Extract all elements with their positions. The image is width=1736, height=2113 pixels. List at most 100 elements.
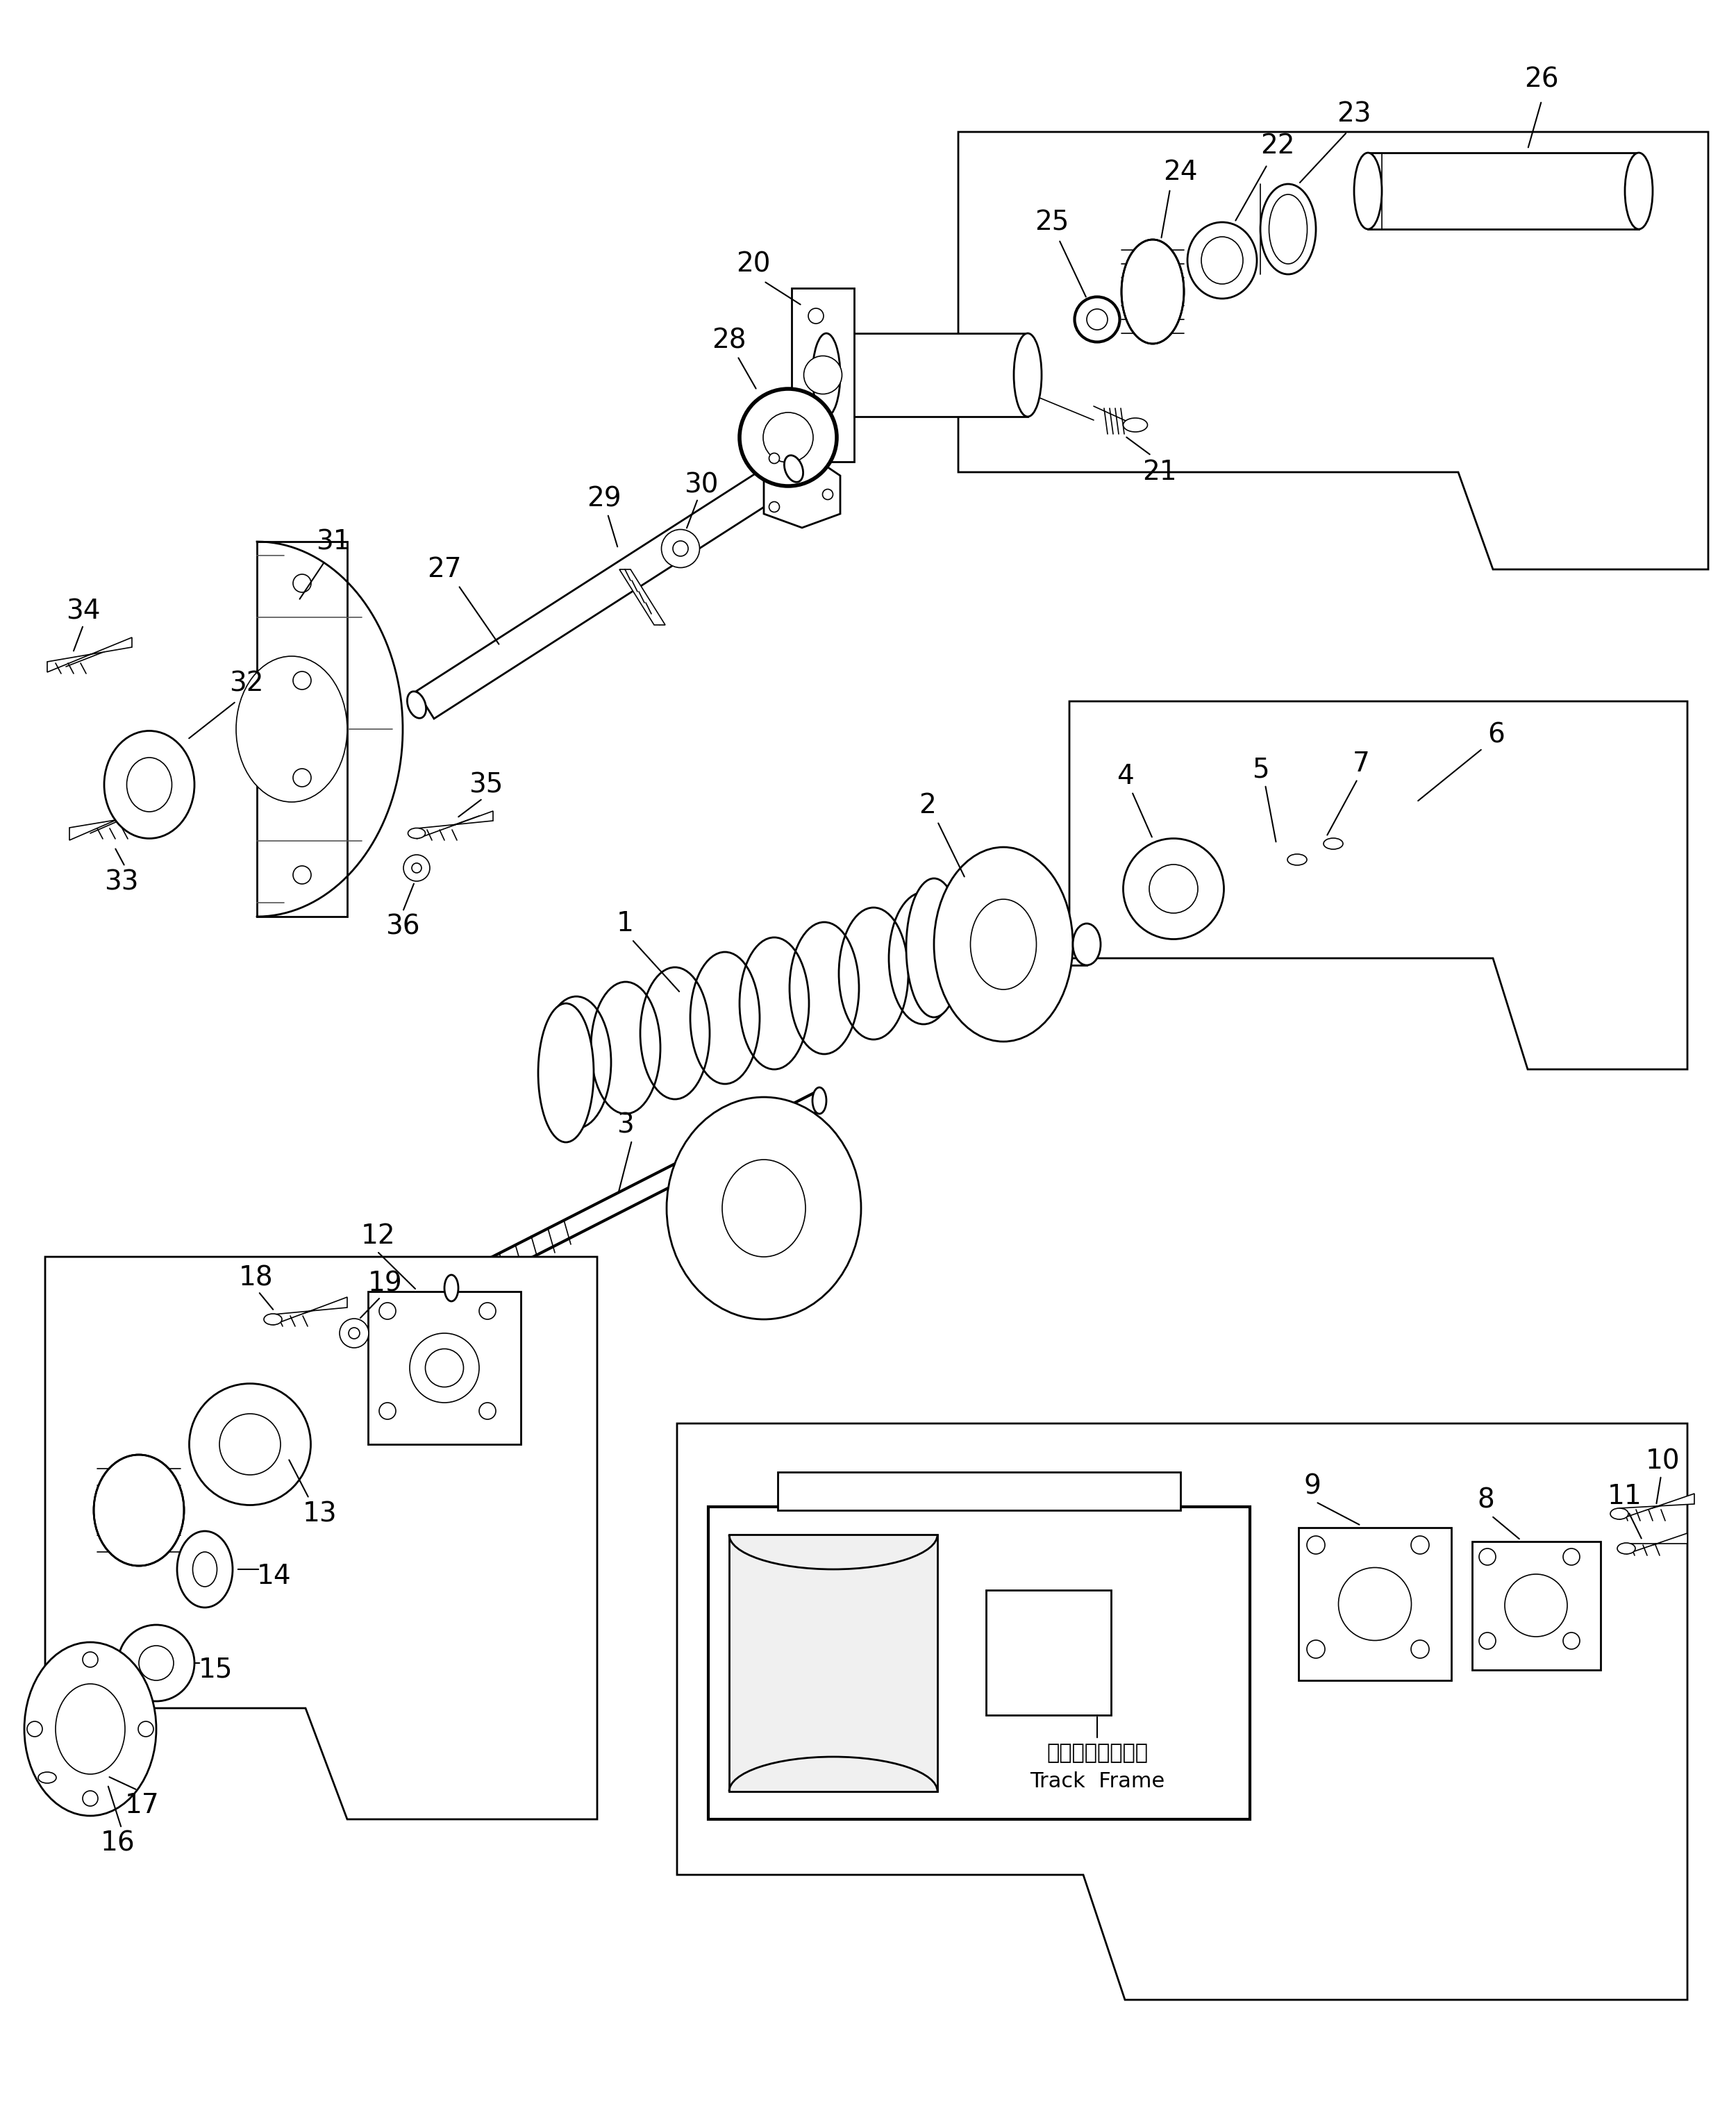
- Text: 16: 16: [101, 1830, 135, 1857]
- Ellipse shape: [83, 1792, 97, 1807]
- Ellipse shape: [769, 452, 779, 463]
- Ellipse shape: [1123, 839, 1224, 938]
- Ellipse shape: [764, 412, 812, 463]
- Ellipse shape: [349, 1327, 359, 1340]
- Ellipse shape: [378, 1403, 396, 1420]
- Ellipse shape: [769, 501, 779, 511]
- Ellipse shape: [740, 389, 837, 486]
- Ellipse shape: [812, 334, 840, 416]
- Bar: [986, 1591, 1111, 1716]
- Ellipse shape: [1625, 152, 1653, 228]
- Ellipse shape: [1123, 418, 1147, 431]
- Ellipse shape: [785, 454, 804, 482]
- Ellipse shape: [1323, 839, 1344, 849]
- Ellipse shape: [408, 828, 425, 839]
- Text: 19: 19: [368, 1270, 403, 1297]
- Text: 10: 10: [1646, 1450, 1680, 1475]
- Bar: [368, 1291, 521, 1445]
- Ellipse shape: [104, 731, 194, 839]
- Polygon shape: [417, 811, 493, 839]
- Ellipse shape: [667, 1097, 861, 1319]
- Bar: [729, 1534, 937, 1792]
- Text: 6: 6: [1488, 721, 1505, 748]
- Bar: [1472, 1542, 1601, 1669]
- Text: 11: 11: [1608, 1483, 1642, 1509]
- Ellipse shape: [661, 530, 700, 568]
- Ellipse shape: [408, 691, 425, 718]
- Polygon shape: [792, 287, 854, 463]
- Ellipse shape: [28, 1722, 42, 1737]
- Bar: [778, 1473, 1180, 1511]
- Ellipse shape: [1187, 222, 1257, 298]
- Text: 36: 36: [385, 913, 420, 940]
- Ellipse shape: [1288, 854, 1307, 864]
- Ellipse shape: [1121, 239, 1184, 344]
- Ellipse shape: [1479, 1549, 1496, 1566]
- Ellipse shape: [264, 1314, 281, 1325]
- Ellipse shape: [1618, 1542, 1635, 1553]
- Ellipse shape: [236, 657, 347, 803]
- Ellipse shape: [479, 1302, 496, 1319]
- Ellipse shape: [722, 1160, 806, 1257]
- Ellipse shape: [219, 1414, 281, 1475]
- Ellipse shape: [809, 418, 823, 435]
- Polygon shape: [677, 1424, 1687, 1999]
- Ellipse shape: [444, 1274, 458, 1302]
- Text: 7: 7: [1352, 750, 1370, 778]
- Ellipse shape: [38, 1773, 56, 1783]
- Ellipse shape: [1149, 864, 1198, 913]
- Ellipse shape: [410, 1333, 479, 1403]
- Ellipse shape: [118, 1625, 194, 1701]
- Ellipse shape: [1505, 1574, 1568, 1638]
- Bar: [826, 334, 1028, 416]
- Ellipse shape: [1354, 152, 1382, 228]
- Ellipse shape: [378, 1302, 396, 1319]
- Text: 15: 15: [198, 1657, 233, 1684]
- Ellipse shape: [1562, 1633, 1580, 1648]
- Ellipse shape: [1087, 308, 1108, 330]
- Text: 32: 32: [229, 670, 264, 697]
- Ellipse shape: [24, 1642, 156, 1815]
- Text: 22: 22: [1260, 133, 1295, 158]
- Bar: [708, 1507, 1250, 1819]
- Ellipse shape: [823, 490, 833, 499]
- Ellipse shape: [411, 862, 422, 873]
- Text: 5: 5: [1252, 756, 1269, 782]
- Polygon shape: [1333, 805, 1437, 849]
- Bar: [1368, 152, 1639, 228]
- Ellipse shape: [293, 866, 311, 883]
- Polygon shape: [69, 805, 153, 841]
- Ellipse shape: [1014, 334, 1042, 416]
- Text: Track  Frame: Track Frame: [1029, 1771, 1165, 1792]
- Bar: [1003, 923, 1087, 966]
- Text: 2: 2: [918, 792, 936, 818]
- Polygon shape: [47, 638, 132, 672]
- Ellipse shape: [804, 355, 842, 393]
- Polygon shape: [958, 131, 1708, 568]
- Text: 31: 31: [316, 528, 351, 556]
- Text: 14: 14: [257, 1564, 292, 1589]
- Ellipse shape: [809, 308, 823, 323]
- Ellipse shape: [1073, 923, 1101, 966]
- Text: 8: 8: [1477, 1488, 1495, 1513]
- Ellipse shape: [1269, 194, 1307, 264]
- Ellipse shape: [403, 856, 431, 881]
- Ellipse shape: [94, 1454, 184, 1566]
- Polygon shape: [273, 1297, 347, 1325]
- Ellipse shape: [425, 1348, 464, 1386]
- Text: 28: 28: [712, 328, 746, 353]
- Text: 29: 29: [587, 486, 621, 511]
- Text: 35: 35: [469, 771, 503, 799]
- Ellipse shape: [809, 363, 823, 378]
- Bar: [1299, 1528, 1451, 1680]
- Polygon shape: [47, 1754, 120, 1783]
- Text: 25: 25: [1035, 209, 1069, 235]
- Ellipse shape: [1611, 1509, 1628, 1519]
- Ellipse shape: [674, 541, 687, 556]
- Ellipse shape: [189, 1384, 311, 1504]
- Polygon shape: [1620, 1494, 1694, 1519]
- Polygon shape: [417, 454, 802, 718]
- Text: 20: 20: [736, 251, 771, 277]
- Text: 13: 13: [302, 1500, 337, 1528]
- Ellipse shape: [970, 900, 1036, 989]
